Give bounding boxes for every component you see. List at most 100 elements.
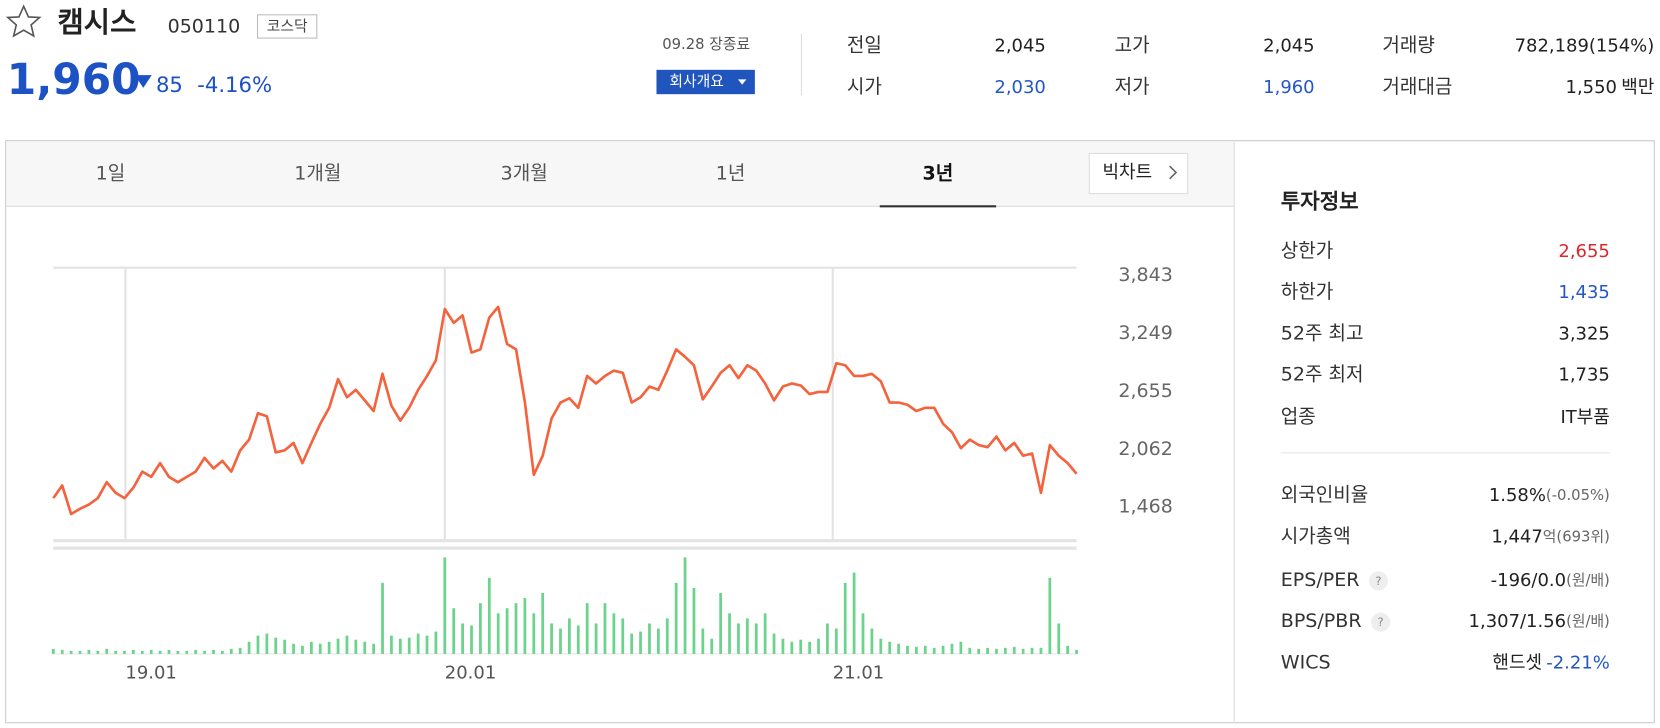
volume-bar: [363, 641, 367, 654]
help-icon[interactable]: [1369, 571, 1389, 591]
volume-bar: [505, 608, 509, 654]
volume-bar: [327, 641, 331, 654]
info-value: -196/0.0(원/배): [1491, 569, 1610, 590]
volume-bar: [977, 648, 981, 654]
value-part: 3,325: [1558, 323, 1609, 344]
volume-bar: [870, 628, 874, 654]
summary-label: 전일: [847, 35, 882, 57]
volume-bar: [1066, 645, 1070, 654]
favorite-star[interactable]: [5, 4, 42, 38]
info-value: 1,735: [1558, 364, 1609, 385]
volume-bar: [140, 650, 144, 654]
tab-label[interactable]: 1년: [716, 163, 746, 185]
volume-bar: [1021, 648, 1025, 654]
volume-bar: [176, 650, 180, 654]
volume-bar: [212, 649, 215, 654]
value-part: IT부품: [1561, 406, 1610, 427]
info-value: 2,655: [1558, 240, 1609, 261]
value-part: 1,550: [1566, 76, 1617, 97]
volume-bar: [817, 638, 820, 654]
info-value: 1.58%(-0.05%): [1489, 485, 1610, 506]
big-chart-button[interactable]: [1088, 152, 1189, 195]
volume-bar: [612, 613, 616, 654]
volume-bar: [69, 650, 73, 654]
volume-bar: [959, 641, 963, 654]
volume-bar: [496, 613, 500, 654]
volume-bar: [114, 650, 117, 654]
change-rate: -4.16%: [197, 72, 272, 97]
volume-bar: [861, 613, 865, 654]
y-tick-label: 2,655: [1118, 380, 1172, 402]
volume-bar: [808, 641, 811, 654]
volume-bar: [87, 649, 91, 654]
value-part: 2,655: [1558, 240, 1609, 261]
volume-bar: [229, 648, 233, 654]
info-table: 상한가 2,655 하한가 1,435 52주 최고 3,325 52주 최저 1,735 업종…: [1281, 240, 1610, 674]
volume-bar: [710, 638, 714, 654]
value-part: 2,030: [994, 76, 1045, 97]
volume-bar: [728, 613, 731, 654]
value-part: -196/0.0: [1491, 569, 1566, 590]
info-value: 3,325: [1558, 323, 1609, 344]
volume-bar: [986, 647, 989, 654]
tab-label[interactable]: 3년: [923, 163, 954, 185]
volume-bar: [1030, 647, 1034, 654]
price-line: [52, 305, 1078, 516]
volume-bar: [541, 592, 545, 654]
value-part: (693위): [1556, 528, 1609, 545]
volume-bar: [185, 650, 189, 654]
volume-bar: [648, 623, 651, 654]
volume-bar: [203, 650, 206, 654]
value-part: 1,435: [1558, 282, 1609, 303]
summary-value: 2,030: [994, 76, 1045, 97]
tab-bar: [6, 141, 1235, 207]
volume-bar: [149, 649, 153, 654]
tab-label[interactable]: 1일: [96, 163, 126, 185]
info-label: 시가총액: [1281, 525, 1351, 547]
volume-bar: [283, 639, 287, 654]
summary-value: 1,960: [1263, 76, 1314, 97]
volume-bar: [123, 650, 126, 654]
volume-bar: [656, 628, 660, 654]
volume-bar: [834, 628, 838, 654]
volume-bar: [594, 623, 598, 654]
volume-bar: [906, 645, 909, 654]
tab-label[interactable]: 3개월: [501, 163, 548, 185]
volume-bar: [247, 641, 251, 654]
volume-bar: [416, 633, 420, 654]
volume-bar: [888, 641, 892, 654]
volume-bar: [745, 618, 749, 654]
volume-bar: [336, 638, 340, 654]
volume-bar: [701, 628, 705, 654]
volume-bar: [852, 572, 856, 654]
volume-bar: [292, 643, 295, 654]
volume-bar: [1048, 577, 1052, 654]
volume-bar: [443, 557, 447, 654]
volume-bar: [1057, 623, 1061, 654]
summary-label: 거래대금: [1382, 76, 1452, 98]
info-label: 상한가: [1281, 240, 1334, 262]
info-value: IT부품: [1561, 406, 1610, 427]
volume-bar: [719, 592, 723, 654]
volume-bar: [345, 635, 349, 654]
big-chart-label[interactable]: 빅차트: [1103, 162, 1153, 183]
volume-bar: [167, 649, 171, 654]
volume-bar: [568, 618, 571, 654]
volume-bar: [132, 649, 135, 654]
volume-bar: [950, 643, 954, 654]
volume-bar: [630, 633, 634, 654]
company-button[interactable]: [656, 69, 755, 95]
tab-label[interactable]: 1개월: [294, 163, 341, 185]
value-part: 2,045: [1263, 35, 1314, 56]
company-button-label[interactable]: 회사개요: [669, 73, 723, 90]
volume-bar: [1012, 646, 1016, 654]
volume-bar: [772, 633, 776, 654]
info-title: 투자정보: [1281, 189, 1359, 214]
volume-bar: [932, 647, 936, 654]
volume-bar: [1003, 647, 1007, 654]
volume-bar: [470, 625, 473, 654]
y-tick-label: 2,062: [1118, 438, 1172, 460]
help-icon[interactable]: [1371, 612, 1391, 632]
market-date: 09.28 장종료: [662, 36, 750, 53]
chevron: [1169, 165, 1178, 180]
